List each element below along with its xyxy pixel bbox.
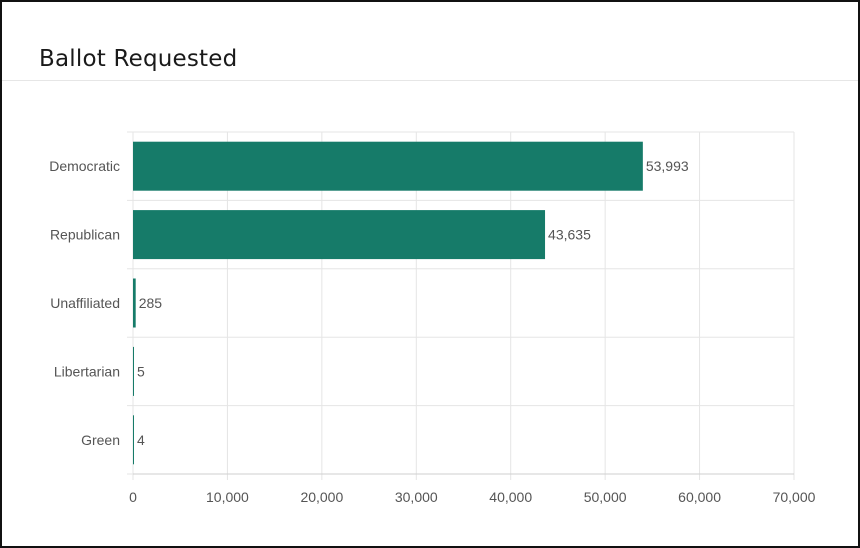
chart-header: Ballot Requested: [2, 2, 858, 81]
bar: [133, 278, 136, 328]
x-tick-label: 0: [129, 489, 137, 505]
x-tick-label: 70,000: [773, 489, 816, 505]
chart-title: Ballot Requested: [39, 46, 238, 72]
category-label: Democratic: [49, 158, 120, 174]
value-label: 53,993: [646, 158, 689, 174]
x-tick-label: 50,000: [584, 489, 627, 505]
bar: [133, 141, 643, 191]
bar: [133, 346, 134, 396]
value-label: 4: [137, 432, 145, 448]
x-tick-label: 10,000: [206, 489, 249, 505]
value-label: 43,635: [548, 227, 591, 243]
category-label: Libertarian: [54, 363, 120, 379]
x-tick-label: 40,000: [489, 489, 532, 505]
x-tick-label: 60,000: [678, 489, 721, 505]
value-label: 5: [137, 363, 145, 379]
bar: [133, 210, 546, 260]
bar: [133, 415, 134, 465]
x-tick-label: 20,000: [300, 489, 343, 505]
category-label: Unaffiliated: [50, 295, 120, 311]
category-label: Green: [81, 432, 120, 448]
x-tick-label: 30,000: [395, 489, 438, 505]
value-label: 285: [139, 295, 163, 311]
category-label: Republican: [50, 227, 120, 243]
